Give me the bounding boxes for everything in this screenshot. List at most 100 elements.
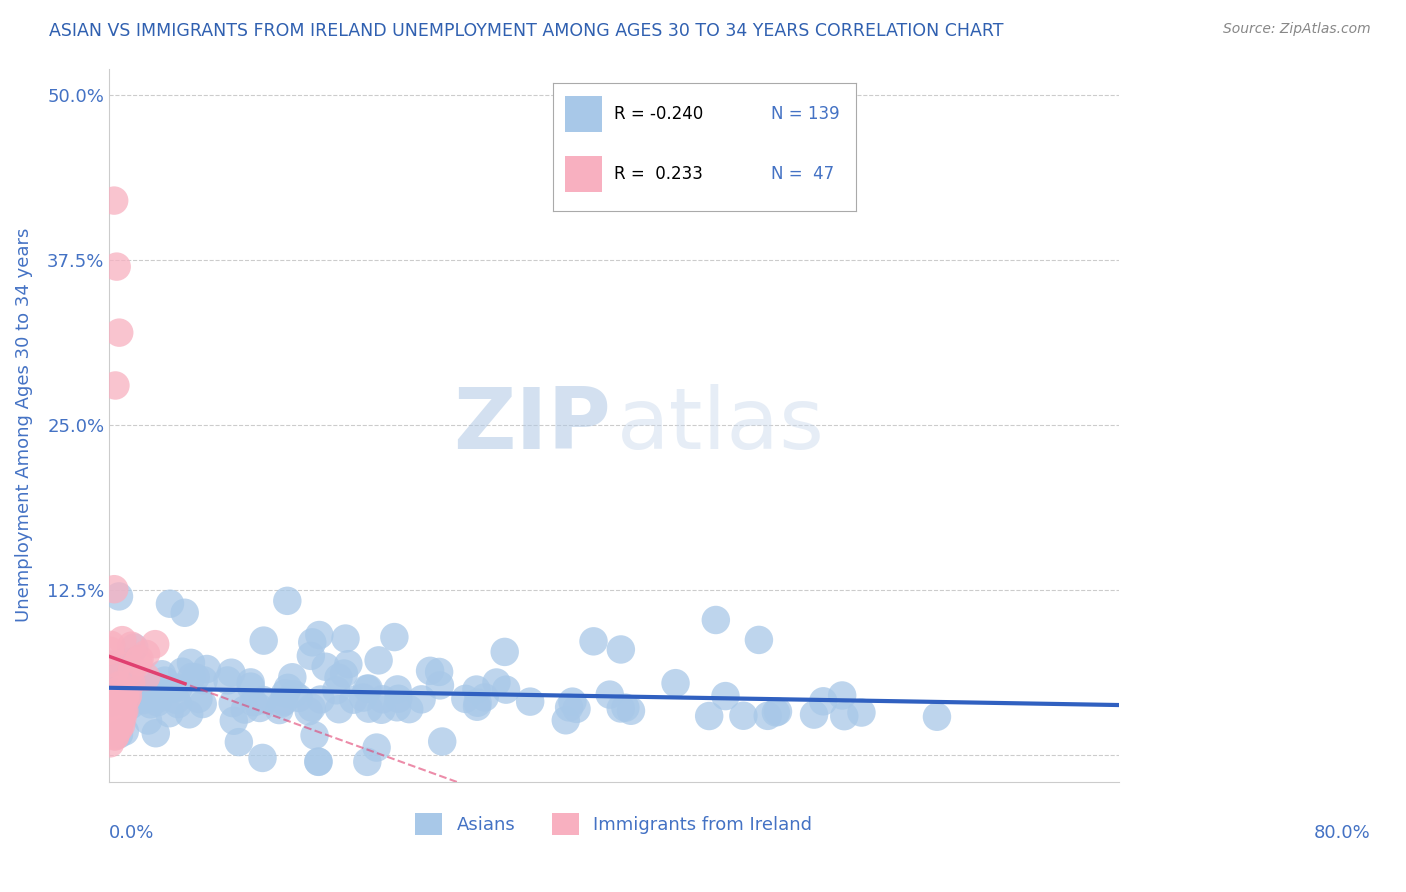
Point: [108, 590, 131, 604]
Point: [112, 680, 135, 694]
Point: [222, 696, 245, 710]
Point: [142, 680, 165, 694]
Point: [301, 635, 323, 649]
Point: [105, 675, 128, 690]
Point: [128, 652, 150, 666]
Point: [222, 714, 245, 728]
Point: [748, 632, 770, 647]
Point: [135, 690, 157, 705]
Point: [385, 700, 408, 714]
Point: [610, 642, 633, 657]
Point: [108, 727, 131, 741]
Point: [337, 657, 360, 672]
Point: [308, 755, 330, 769]
Point: [217, 673, 239, 688]
Point: [114, 690, 136, 704]
Point: [107, 710, 129, 724]
Point: [281, 670, 304, 684]
Point: [270, 697, 292, 711]
Point: [143, 637, 166, 651]
Point: [315, 659, 337, 673]
Point: [108, 714, 131, 729]
Point: [356, 681, 378, 696]
Point: [342, 692, 364, 706]
Point: [115, 658, 138, 673]
Point: [387, 682, 409, 697]
Point: [117, 689, 139, 703]
Point: [277, 681, 299, 695]
Point: [228, 735, 250, 749]
Point: [101, 687, 124, 701]
Point: [122, 640, 145, 655]
Point: [803, 707, 825, 722]
Y-axis label: Unemployment Among Ages 30 to 34 years: Unemployment Among Ages 30 to 34 years: [15, 227, 32, 623]
Point: [135, 670, 157, 684]
Point: [325, 683, 347, 698]
Point: [253, 633, 276, 648]
Point: [756, 709, 779, 723]
Point: [465, 682, 488, 697]
Point: [485, 675, 508, 690]
Point: [333, 666, 356, 681]
Point: [112, 704, 135, 718]
Point: [98, 736, 121, 750]
Point: [98, 696, 121, 710]
Point: [308, 628, 330, 642]
Point: [195, 662, 218, 676]
Point: [101, 708, 124, 723]
Point: [242, 695, 264, 709]
Point: [301, 700, 323, 714]
Text: ZIP: ZIP: [453, 384, 610, 467]
Point: [813, 694, 835, 708]
Point: [107, 722, 129, 736]
Point: [561, 695, 583, 709]
Point: [249, 701, 271, 715]
Point: [252, 751, 274, 765]
Point: [104, 378, 127, 392]
Point: [352, 690, 374, 705]
Point: [609, 701, 631, 715]
Point: [104, 730, 127, 744]
Point: [132, 686, 155, 700]
Point: [114, 724, 136, 739]
Point: [398, 702, 420, 716]
Point: [429, 678, 451, 692]
Point: [139, 698, 162, 712]
Point: [357, 701, 380, 715]
Point: [165, 693, 187, 707]
Point: [276, 594, 298, 608]
Point: [103, 582, 125, 597]
Point: [371, 692, 394, 706]
Text: ASIAN VS IMMIGRANTS FROM IRELAND UNEMPLOYMENT AMONG AGES 30 TO 34 YEARS CORRELAT: ASIAN VS IMMIGRANTS FROM IRELAND UNEMPLO…: [49, 22, 1004, 40]
Point: [766, 705, 789, 719]
Point: [98, 644, 121, 658]
Point: [162, 681, 184, 696]
Point: [851, 706, 873, 720]
Point: [831, 689, 853, 703]
Legend: Asians, Immigrants from Ireland: Asians, Immigrants from Ireland: [406, 804, 821, 844]
Point: [614, 700, 637, 714]
Point: [582, 634, 605, 648]
Point: [157, 706, 180, 721]
Point: [100, 702, 122, 716]
Point: [467, 696, 489, 710]
Point: [356, 755, 378, 769]
Point: [269, 703, 291, 717]
Point: [120, 698, 142, 712]
Point: [134, 683, 156, 698]
Point: [599, 688, 621, 702]
Point: [184, 670, 207, 684]
Point: [98, 657, 121, 672]
Point: [134, 679, 156, 693]
Point: [239, 680, 262, 694]
Point: [252, 693, 274, 707]
Point: [110, 688, 132, 702]
Point: [299, 648, 322, 663]
Point: [733, 708, 755, 723]
Point: [148, 691, 170, 706]
Point: [100, 723, 122, 738]
Text: 0.0%: 0.0%: [110, 824, 155, 842]
Point: [127, 655, 149, 669]
Point: [765, 706, 787, 720]
Point: [104, 667, 127, 681]
